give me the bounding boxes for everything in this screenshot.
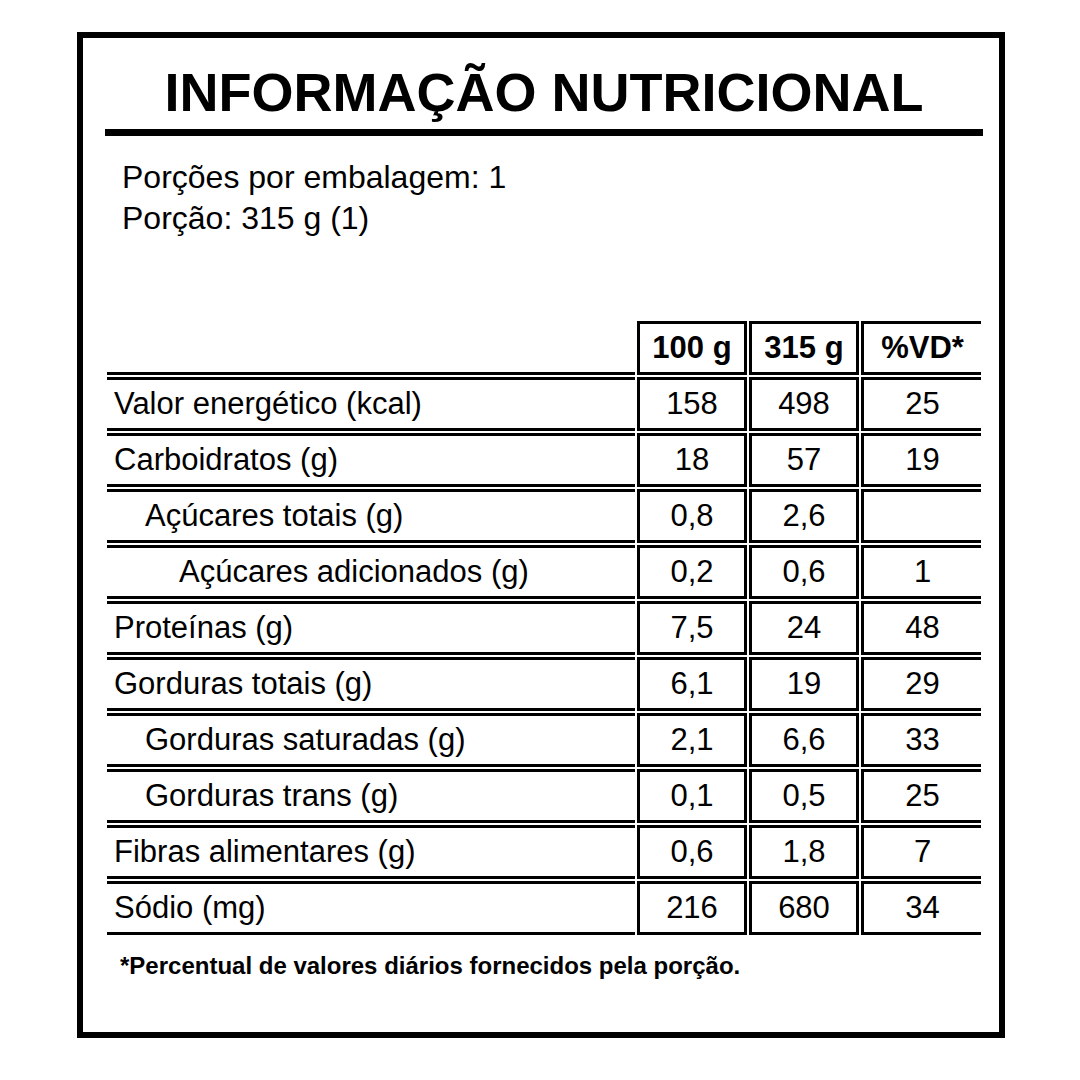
row-label: Gorduras saturadas (g) (107, 713, 635, 767)
value-percent-dv: 25 (861, 377, 981, 431)
row-label: Sódio (mg) (107, 881, 635, 935)
value-per-serving: 19 (749, 657, 859, 711)
column-header-percent-dv: %VD* (861, 321, 981, 375)
column-header-empty (107, 321, 635, 375)
row-label: Proteínas (g) (107, 601, 635, 655)
row-label: Gorduras totais (g) (107, 657, 635, 711)
row-label: Gorduras trans (g) (107, 769, 635, 823)
value-per-100g: 0,6 (637, 825, 747, 879)
value-per-serving: 6,6 (749, 713, 859, 767)
page-title: INFORMAÇÃO NUTRICIONAL (105, 64, 983, 120)
value-per-100g: 216 (637, 881, 747, 935)
value-per-serving: 24 (749, 601, 859, 655)
value-per-100g: 6,1 (637, 657, 747, 711)
value-per-serving: 2,6 (749, 489, 859, 543)
value-percent-dv (861, 489, 981, 543)
value-per-serving: 0,5 (749, 769, 859, 823)
value-per-100g: 0,1 (637, 769, 747, 823)
value-percent-dv: 19 (861, 433, 981, 487)
label-outer-frame: INFORMAÇÃO NUTRICIONAL Porções por embal… (77, 32, 1005, 1038)
value-per-100g: 7,5 (637, 601, 747, 655)
servings-info: Porções por embalagem: 1 Porção: 315 g (… (105, 157, 983, 239)
value-per-serving: 1,8 (749, 825, 859, 879)
table-row: Carboidratos (g)185719 (107, 433, 981, 487)
value-per-100g: 0,2 (637, 545, 747, 599)
table-row: Gorduras trans (g)0,10,525 (107, 769, 981, 823)
table-row: Açúcares adicionados (g)0,20,61 (107, 545, 981, 599)
serving-size-text: Porção: 315 g (1) (122, 198, 983, 239)
value-per-100g: 0,8 (637, 489, 747, 543)
table-row: Gorduras totais (g)6,11929 (107, 657, 981, 711)
row-label: Valor energético (kcal) (107, 377, 635, 431)
title-divider-rule (105, 129, 983, 136)
table-row: Açúcares totais (g)0,82,6 (107, 489, 981, 543)
value-per-serving: 680 (749, 881, 859, 935)
row-label: Fibras alimentares (g) (107, 825, 635, 879)
value-percent-dv: 33 (861, 713, 981, 767)
column-header-315g: 315 g (749, 321, 859, 375)
value-per-serving: 0,6 (749, 545, 859, 599)
table-row: Proteínas (g)7,52448 (107, 601, 981, 655)
value-percent-dv: 1 (861, 545, 981, 599)
table-row: Sódio (mg)21668034 (107, 881, 981, 935)
table-row: Valor energético (kcal)15849825 (107, 377, 981, 431)
value-per-serving: 57 (749, 433, 859, 487)
value-per-100g: 18 (637, 433, 747, 487)
value-percent-dv: 25 (861, 769, 981, 823)
servings-per-package-text: Porções por embalagem: 1 (122, 157, 983, 198)
row-label: Açúcares totais (g) (107, 489, 635, 543)
table-row: Fibras alimentares (g)0,61,87 (107, 825, 981, 879)
row-label: Carboidratos (g) (107, 433, 635, 487)
nutrition-label: INFORMAÇÃO NUTRICIONAL Porções por embal… (0, 0, 1080, 1080)
column-header-100g: 100 g (637, 321, 747, 375)
value-percent-dv: 29 (861, 657, 981, 711)
nutrition-table: 100 g 315 g %VD* Valor energético (kcal)… (105, 263, 983, 937)
value-percent-dv: 34 (861, 881, 981, 935)
value-per-100g: 2,1 (637, 713, 747, 767)
thick-black-bar (107, 265, 981, 319)
footnote-text: *Percentual de valores diários fornecido… (105, 951, 983, 981)
row-label: Açúcares adicionados (g) (107, 545, 635, 599)
label-content: INFORMAÇÃO NUTRICIONAL Porções por embal… (83, 64, 999, 981)
table-header-row: 100 g 315 g %VD* (107, 321, 981, 375)
header-bar-row (107, 265, 981, 319)
value-per-100g: 158 (637, 377, 747, 431)
table-row: Gorduras saturadas (g)2,16,633 (107, 713, 981, 767)
value-percent-dv: 7 (861, 825, 981, 879)
value-per-serving: 498 (749, 377, 859, 431)
value-percent-dv: 48 (861, 601, 981, 655)
